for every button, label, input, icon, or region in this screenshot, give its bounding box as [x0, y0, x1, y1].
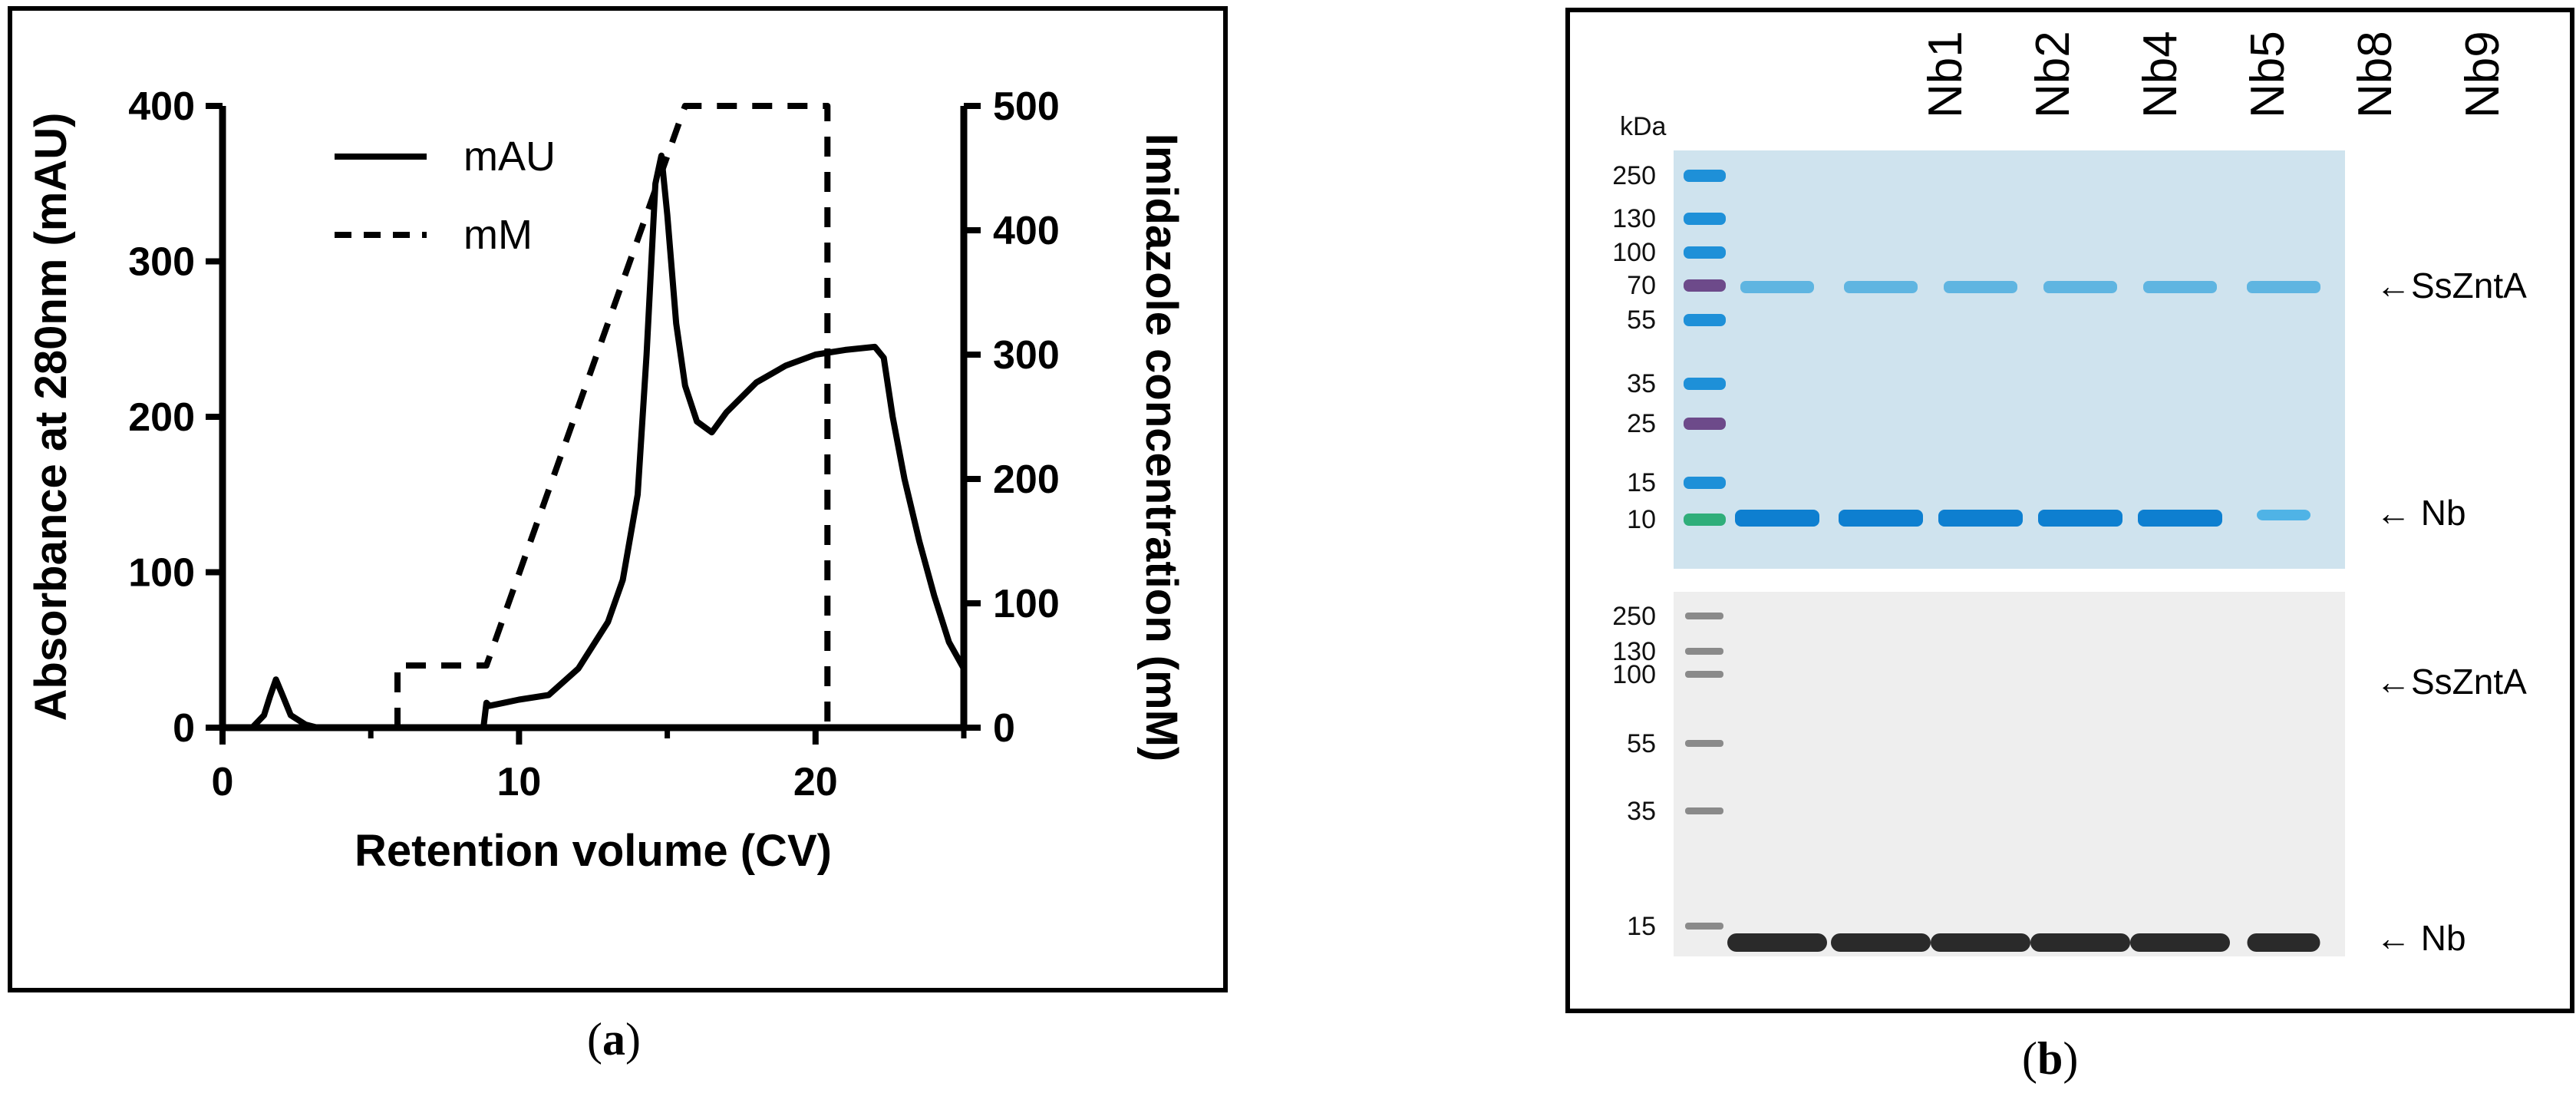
legend-label-mAU: mAU: [463, 134, 556, 180]
top-gel-ladder-band: [1684, 170, 1726, 182]
top-gel-sszntA-band: [2247, 281, 2320, 293]
western-blot-figure: Nb1 Nb2 Nb4 Nb5 Nb8 Nb9kDa2501301007055352515…: [1612, 31, 2527, 958]
x-axis-title: Retention volume (CV): [355, 826, 832, 876]
top-gel-nb-band: [2038, 510, 2122, 527]
y-tick-label: 300: [128, 240, 195, 285]
bottom-gel-marker-label: 15: [1627, 912, 1656, 941]
top-gel-nb-band: [2138, 510, 2222, 527]
bottom-gel-nb-band: [1931, 933, 2030, 952]
bottom-gel-background: [1674, 592, 2345, 956]
lane-label: Nb2: [2027, 31, 2080, 118]
top-gel-ladder-band: [1684, 213, 1726, 225]
top-gel-marker-label: 35: [1627, 369, 1656, 398]
y-tick-label: 400: [128, 84, 195, 129]
legend-label-mM: mM: [463, 212, 533, 258]
top-gel-sszntA-band: [1944, 281, 2017, 293]
y2-tick-label: 300: [993, 333, 1060, 378]
bottom-gel-ladder-band: [1685, 740, 1723, 747]
bottom-gel-ladder-band: [1685, 807, 1723, 814]
x-tick-label: 20: [793, 760, 838, 804]
panel-a-frame: 0 100 200 300 400 0 100 200 300 400 500 0 10 20 Retent…: [8, 6, 1228, 992]
lane-label: Nb1: [1919, 31, 1972, 118]
top-gel-marker-label: 100: [1612, 238, 1656, 267]
top-gel-marker-label: 15: [1627, 468, 1656, 497]
y2-tick-label: 200: [993, 457, 1060, 502]
caption-open-paren: (: [2022, 1033, 2037, 1084]
top-gel-marker-label: 70: [1627, 271, 1656, 300]
bottom-gel-marker-label: 35: [1627, 797, 1656, 826]
y2-axis-title: Imidazole concentration (mM): [1136, 134, 1186, 762]
top-gel-ladder-band: [1684, 314, 1726, 326]
top-gel-sszntA-band: [1844, 281, 1918, 293]
bottom-gel-ladder-band: [1685, 923, 1723, 930]
caption-letter: b: [2037, 1033, 2063, 1084]
series-line-mAU: [249, 152, 967, 731]
top-gel-marker-label: 130: [1612, 204, 1656, 233]
caption-letter: a: [602, 1014, 625, 1065]
top-gel-marker-label: 250: [1612, 161, 1656, 190]
bottom-gel-marker-label: 250: [1612, 602, 1656, 631]
top-gel-ladder-band: [1684, 378, 1726, 390]
panel-b-caption: (b): [2022, 1032, 2078, 1085]
top-gel-nb-band: [2257, 510, 2310, 520]
top-gel-ladder-band: [1684, 246, 1726, 259]
top-gel-marker-label: 25: [1627, 409, 1656, 438]
top-gel-background: [1674, 150, 2345, 569]
bottom-gel-marker-label: 130: [1612, 637, 1656, 666]
panel-b-frame: Nb1 Nb2 Nb4 Nb5 Nb8 Nb9 kDa 250 130 100 70 55 35 25 15…: [1565, 8, 2574, 1013]
x-tick-label: 0: [212, 760, 234, 804]
top-gel-nb-label: ← Nb: [2376, 493, 2466, 533]
x-tick-label: 10: [496, 760, 541, 804]
bottom-gel-nb-band: [1727, 933, 1827, 952]
bottom-gel-ladder-band: [1685, 648, 1723, 655]
bottom-gel-ladder-band: [1685, 671, 1723, 678]
lane-label: Nb8: [2349, 31, 2402, 118]
bottom-gel-marker-label: 55: [1627, 729, 1656, 758]
top-gel-ladder-band: [1684, 418, 1726, 430]
top-gel-sszntA-band: [2143, 281, 2217, 293]
y2-tick-label: 400: [993, 209, 1060, 253]
lane-label: Nb4: [2134, 31, 2187, 118]
top-gel-sszntA-band: [1740, 281, 1814, 293]
series-line-mM: [394, 103, 831, 728]
bottom-gel-marker-label: 100: [1612, 660, 1656, 689]
y2-tick-label: 500: [993, 84, 1060, 129]
y-tick-label: 200: [128, 395, 195, 440]
lane-label: Nb9: [2456, 31, 2509, 118]
bottom-gel-nb-band: [1831, 933, 1931, 952]
top-gel-sszntA-label: ←SsZntA: [2376, 266, 2527, 305]
lane-label: Nb5: [2241, 31, 2294, 118]
y2-tick-label: 0: [993, 706, 1015, 751]
bottom-gel-nb-band: [2130, 933, 2230, 952]
caption-open-paren: (: [587, 1014, 602, 1065]
top-gel-ladder-band: [1684, 279, 1726, 292]
caption-close-paren: ): [625, 1014, 641, 1065]
top-gel-marker-label: 10: [1627, 505, 1656, 534]
bottom-gel-nb-band: [2247, 933, 2320, 952]
top-gel-ladder-band: [1684, 514, 1726, 526]
top-gel-marker-label: 55: [1627, 305, 1656, 335]
bottom-gel-nb-label: ← Nb: [2376, 918, 2466, 958]
top-gel-ladder-band: [1684, 477, 1726, 489]
bottom-gel-sszntA-label: ←SsZntA: [2376, 662, 2527, 702]
top-gel-nb-band: [1839, 510, 1923, 527]
bottom-gel-nb-band: [2030, 933, 2130, 952]
y2-tick-label: 100: [993, 582, 1060, 626]
bottom-gel-ladder-band: [1685, 613, 1723, 619]
top-gel-nb-band: [1735, 510, 1819, 527]
y-tick-label: 0: [173, 706, 195, 751]
y-tick-label: 100: [128, 551, 195, 596]
kda-label: kDa: [1620, 112, 1667, 141]
caption-close-paren: ): [2063, 1033, 2079, 1084]
panel-a-caption: (a): [587, 1013, 641, 1066]
y-axis-title: Absorbance at 280nm (mAU): [26, 113, 76, 722]
top-gel-nb-band: [1938, 510, 2023, 527]
chromatogram-chart: 0 100 200 300 400 0 100 200 300 400 500 0 10 20 Retent…: [26, 84, 1186, 876]
top-gel-sszntA-band: [2043, 281, 2117, 293]
